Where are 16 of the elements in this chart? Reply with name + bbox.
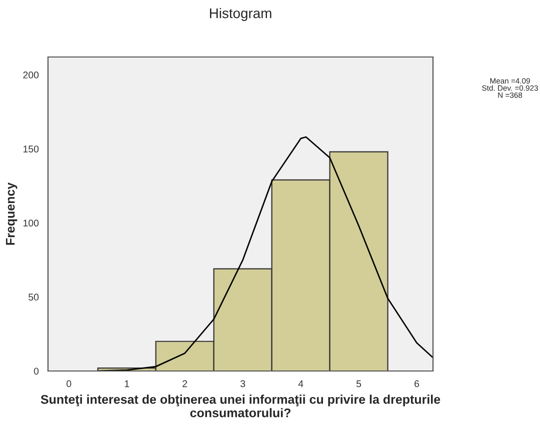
x-tick-label: 0: [66, 380, 72, 388]
x-axis-title: Sunteţi interesat de obţinerea unei informaţii cu privire la drepturile consumatorului?: [40, 394, 440, 418]
y-axis-title: Frequency: [6, 182, 18, 245]
x-tick-label: 1: [124, 380, 130, 388]
x-tick-label: 5: [356, 380, 362, 388]
x-tick-label: 2: [182, 380, 188, 388]
y-tick-label: 100: [23, 220, 39, 227]
y-tick-label: 0: [34, 368, 39, 375]
x-tick-label: 6: [414, 380, 420, 388]
y-tick-label: 150: [23, 146, 39, 152]
x-tick-label: 3: [240, 380, 246, 388]
y-tick-label: 50: [28, 294, 39, 301]
chart-title: Histogram: [210, 8, 272, 21]
y-tick-label: 200: [23, 72, 39, 78]
line-series: [97, 136, 433, 371]
x-tick-label: 4: [298, 380, 304, 388]
